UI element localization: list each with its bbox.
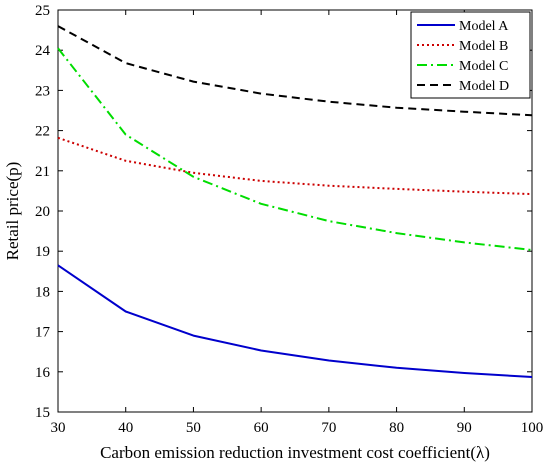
x-axis: 30 40 50 60 70 80 90 100 <box>51 10 544 436</box>
y-axis: 15 16 17 18 19 20 21 22 23 24 25 <box>35 3 532 421</box>
x-tick-label: 100 <box>521 420 544 436</box>
legend-box <box>410 11 531 99</box>
series-line-model-a <box>57 264 533 378</box>
y-tick-label: 15 <box>35 405 50 421</box>
y-tick-label: 22 <box>35 124 50 140</box>
y-tick-label: 19 <box>35 244 50 260</box>
legend-label: Model A <box>459 19 509 34</box>
x-tick-label: 80 <box>389 420 404 436</box>
x-tick-label: 90 <box>457 420 472 436</box>
y-tick-label: 20 <box>35 204 50 220</box>
series-line-model-b <box>57 136 533 196</box>
x-tick-label: 40 <box>118 420 133 436</box>
y-tick-label: 16 <box>35 365 51 381</box>
x-tick-label: 70 <box>321 420 336 436</box>
y-axis-label: Retail price(p) <box>3 162 22 261</box>
y-tick-label: 21 <box>35 164 50 180</box>
x-tick-label: 30 <box>51 420 66 436</box>
y-tick-label: 23 <box>35 83 50 99</box>
legend-label: Model D <box>459 79 509 94</box>
legend-label: Model C <box>459 59 508 74</box>
y-tick-label: 17 <box>35 325 51 341</box>
legend: Model A Model B Model C Model D <box>410 11 531 99</box>
y-tick-label: 25 <box>35 3 50 19</box>
x-tick-label: 60 <box>254 420 269 436</box>
x-tick-label: 50 <box>186 420 201 436</box>
series-layer <box>57 25 533 378</box>
y-tick-label: 24 <box>35 43 51 59</box>
x-axis-label: Carbon emission reduction investment cos… <box>100 443 490 462</box>
y-tick-label: 18 <box>35 284 50 300</box>
series-line-model-c <box>57 47 533 251</box>
series-line-model-d <box>57 25 533 117</box>
legend-label: Model B <box>459 39 508 54</box>
